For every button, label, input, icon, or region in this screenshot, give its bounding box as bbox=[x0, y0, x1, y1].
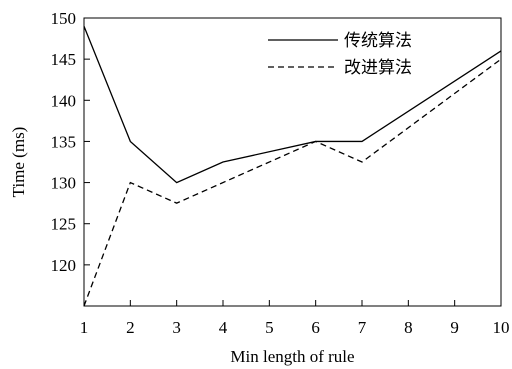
y-tick-label: 140 bbox=[51, 91, 77, 110]
x-tick-label: 3 bbox=[172, 318, 181, 337]
y-tick-label: 120 bbox=[51, 256, 77, 275]
y-tick-label: 130 bbox=[51, 174, 77, 193]
x-axis-ticks: 1 2 3 4 5 6 7 8 9 10 bbox=[80, 300, 510, 337]
series-line-2 bbox=[83, 58, 502, 307]
x-tick-label: 2 bbox=[126, 318, 135, 337]
x-tick-label: 1 bbox=[80, 318, 89, 337]
series-line-1 bbox=[83, 25, 502, 184]
y-axis-ticks: 120 125 130 135 140 145 150 bbox=[51, 9, 90, 275]
x-axis-label: Min length of rule bbox=[230, 347, 354, 366]
x-tick-label: 5 bbox=[265, 318, 274, 337]
plot-frame bbox=[83, 17, 502, 307]
y-tick-label: 145 bbox=[51, 50, 77, 69]
y-axis-label: Time (ms) bbox=[9, 127, 28, 198]
x-tick-label: 10 bbox=[493, 318, 510, 337]
x-tick-label: 8 bbox=[404, 318, 413, 337]
x-tick-label: 9 bbox=[450, 318, 459, 337]
y-tick-label: 150 bbox=[51, 9, 77, 28]
legend-label-2: 改进算法 bbox=[344, 58, 412, 77]
x-tick-label: 6 bbox=[311, 318, 320, 337]
x-tick-label: 7 bbox=[358, 318, 367, 337]
legend-label-1: 传统算法 bbox=[344, 31, 412, 50]
y-tick-label: 125 bbox=[51, 215, 77, 234]
series-layer bbox=[83, 25, 502, 307]
x-tick-label: 4 bbox=[219, 318, 228, 337]
y-tick-label: 135 bbox=[51, 132, 77, 151]
